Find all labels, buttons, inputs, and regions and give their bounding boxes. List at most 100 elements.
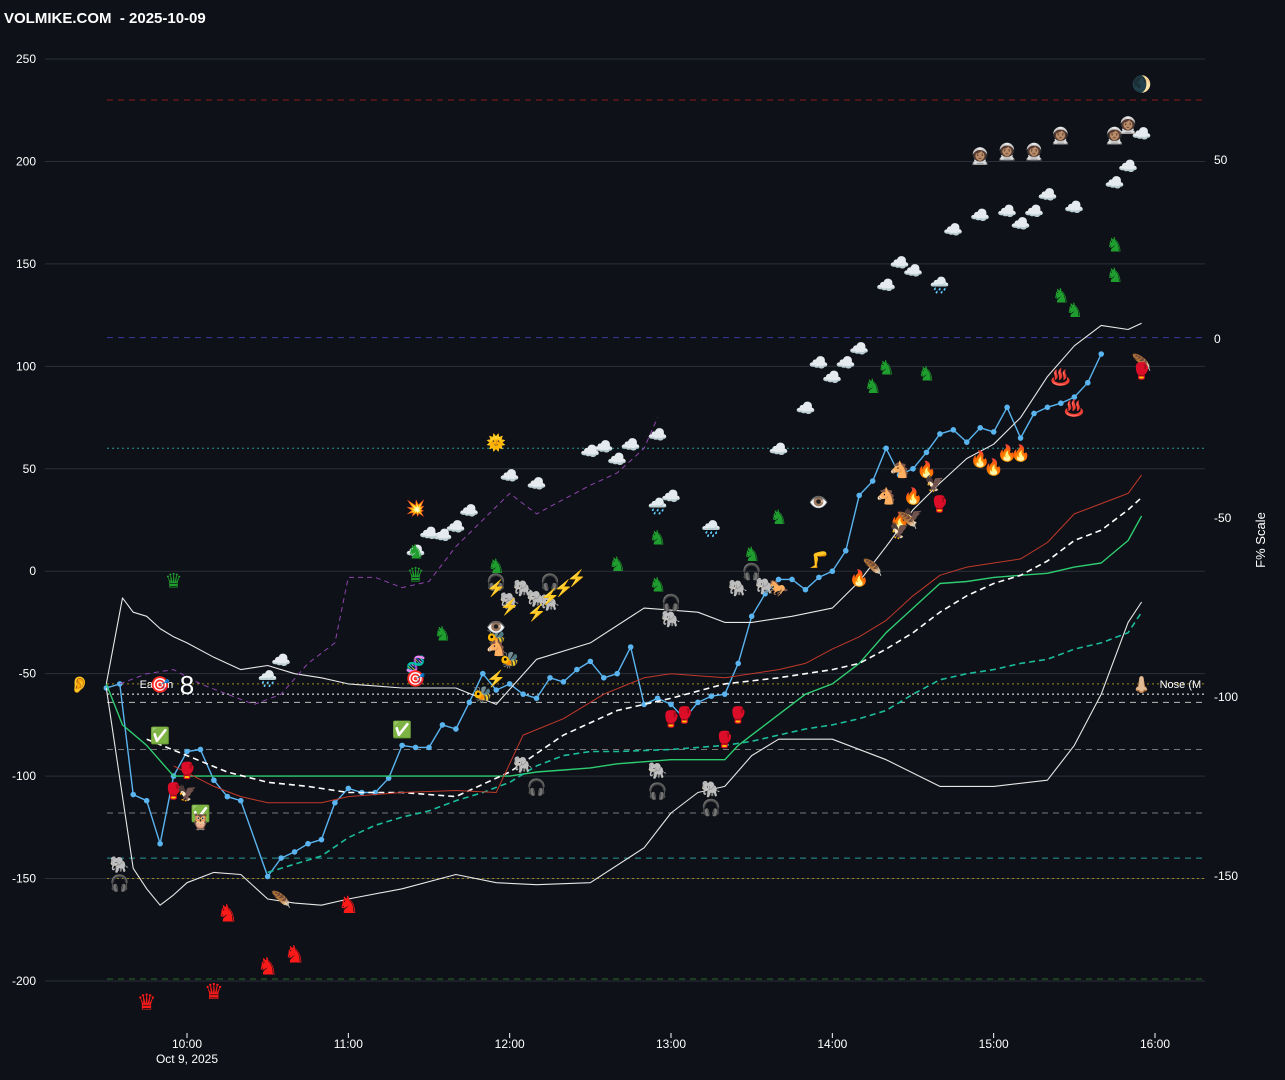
series-point <box>237 797 244 804</box>
series-point <box>708 693 715 700</box>
series-point <box>1098 351 1105 357</box>
marker-icon: ☁️ <box>903 263 923 280</box>
marker-icon: 🌒 <box>1132 75 1152 94</box>
series-point <box>1031 410 1037 417</box>
marker-icon: 🐴 <box>876 486 896 505</box>
marker-icon: ⚡ <box>486 579 506 598</box>
number-label: 8 <box>180 670 194 700</box>
marker-icon: 🪶 <box>271 890 291 909</box>
series-point <box>574 666 580 673</box>
marker-icon: 🌧️ <box>930 275 950 294</box>
x-tick-label: 10:00 <box>172 1037 202 1051</box>
series-point <box>896 472 903 478</box>
series-point <box>426 744 432 751</box>
marker-icon: 🪶 <box>863 558 883 577</box>
marker-icon: ♨️ <box>1051 368 1071 387</box>
series-point <box>1071 394 1078 400</box>
series-point <box>816 574 822 581</box>
marker-icon: 🔥 <box>916 460 936 479</box>
marker-icon: 🎧 <box>110 874 130 893</box>
y-tick-label: -100 <box>12 769 36 783</box>
series-point <box>479 670 486 677</box>
y-tick-label: 250 <box>16 52 36 66</box>
marker-icon: ⚡ <box>553 579 573 598</box>
series-line <box>106 353 1102 878</box>
series-line <box>267 611 1143 874</box>
marker-icon: 🐘 <box>110 856 130 874</box>
marker-icon: 🌧️ <box>701 519 721 538</box>
marker-icon: 🐝 <box>486 629 506 647</box>
series-point <box>977 425 984 431</box>
marker-icon: 🪶 <box>898 511 918 530</box>
marker-icon: ⚡ <box>486 669 506 688</box>
marker-icon: 🦅 <box>890 521 910 540</box>
y-tick-label: -50 <box>19 667 37 681</box>
marker-icon: 🐘 <box>500 592 520 610</box>
knight-icon: ♞ <box>649 575 667 597</box>
marker-icon: ☁️ <box>1132 126 1152 143</box>
marker-icon: 🌧️ <box>648 497 668 516</box>
marker-icon: 🥊 <box>674 706 694 725</box>
series-point <box>937 431 943 437</box>
marker-icon: ☁️ <box>997 204 1017 221</box>
knight-icon: ♞ <box>1052 286 1070 308</box>
marker-icon: 🐴 <box>890 460 910 479</box>
marker-icon: 🥊 <box>661 710 681 729</box>
marker-icon: 🦅 <box>177 784 197 803</box>
marker-icon: ☁️ <box>648 427 668 444</box>
y-tick-label: -150 <box>12 872 36 886</box>
series-point <box>802 586 809 593</box>
series-point <box>627 644 634 650</box>
marker-icon: 🔥 <box>1011 443 1031 462</box>
marker-icon: 🐘 <box>527 590 547 608</box>
x-tick-label: 16:00 <box>1140 1037 1170 1051</box>
marker-icon: 🔥 <box>903 486 923 505</box>
marker-icon: 🎧 <box>648 781 668 800</box>
chart-date: - 2025-10-09 <box>119 10 206 27</box>
chart-title: VOLMIKE.COM - 2025-10-09 <box>4 10 206 27</box>
y-tick-label: 200 <box>16 154 36 168</box>
marker-icon: 💥 <box>406 499 426 518</box>
marker-icon: 👩🏽‍🚀 <box>1105 126 1125 145</box>
marker-icon: ☁️ <box>527 476 547 493</box>
marker-icon: 🌞 <box>486 433 506 452</box>
knight-icon: ♞ <box>770 507 788 529</box>
series-point <box>506 681 513 687</box>
knight-icon: ♞ <box>877 357 895 379</box>
marker-icon: 🦅 <box>903 507 923 526</box>
series-point <box>1084 379 1091 386</box>
series-line <box>105 515 1143 777</box>
series-point <box>654 695 661 702</box>
series-point <box>762 590 768 597</box>
marker-icon: 👃🏼 <box>1132 675 1152 694</box>
series-point <box>963 439 970 445</box>
marker-icon: ⚡ <box>527 603 547 622</box>
series-point <box>184 748 190 755</box>
marker-icon: 👁️ <box>809 495 829 512</box>
series-point <box>211 777 217 784</box>
marker-icon: ☁️ <box>661 488 681 505</box>
series-point <box>493 687 500 693</box>
x-tick-label: 12:00 <box>495 1037 525 1051</box>
series-point <box>641 701 647 708</box>
series-point <box>197 746 204 753</box>
marker-icon: ☁️ <box>1105 175 1125 192</box>
marker-icon: ☁️ <box>1024 204 1044 221</box>
marker-icon: ☁️ <box>446 519 466 536</box>
series-point <box>412 744 419 751</box>
series-point <box>547 674 553 681</box>
marker-icon: 🥊 <box>715 730 735 749</box>
marker-icon: 🔥 <box>849 568 869 587</box>
marker-icon: 🎯 <box>150 676 170 694</box>
knight-icon: ♞ <box>257 954 279 981</box>
marker-icon: 🐘 <box>701 780 721 798</box>
series-line <box>105 601 1143 906</box>
y-right-tick-label: -50 <box>1214 511 1232 525</box>
marker-icon: 🎧 <box>701 798 721 817</box>
marker-icon: 🦅 <box>925 474 945 493</box>
marker-icon: ☁️ <box>1011 216 1031 233</box>
marker-icon: 👁️ <box>486 620 506 637</box>
y-tick-label: 0 <box>29 564 36 578</box>
series-line <box>105 322 1142 705</box>
marker-icon: ☁️ <box>406 544 426 561</box>
